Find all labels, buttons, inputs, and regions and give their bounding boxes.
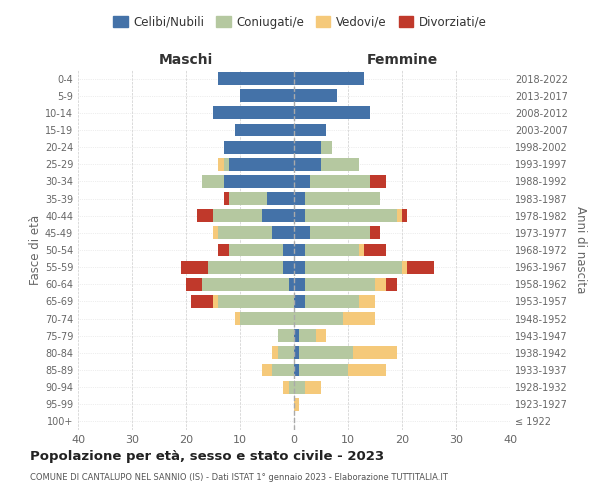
Bar	[283, 244, 294, 256]
Bar	[294, 260, 305, 274]
Bar	[283, 260, 294, 274]
Bar	[186, 278, 202, 290]
Bar	[316, 330, 326, 342]
Bar	[305, 210, 397, 222]
Bar	[305, 192, 380, 205]
Bar	[294, 192, 305, 205]
Bar	[218, 226, 272, 239]
Bar	[299, 364, 348, 376]
Bar	[224, 158, 229, 170]
Bar	[272, 346, 278, 360]
Bar	[197, 210, 213, 222]
Bar	[240, 312, 294, 325]
Bar	[272, 226, 294, 239]
Bar	[181, 260, 208, 274]
Bar	[262, 210, 294, 222]
Bar	[294, 158, 321, 170]
Bar	[305, 380, 321, 394]
Bar	[359, 244, 364, 256]
Bar	[294, 295, 305, 308]
Bar	[218, 295, 294, 308]
Bar	[224, 175, 294, 188]
Bar	[294, 90, 337, 102]
Bar	[278, 346, 294, 360]
Bar	[294, 398, 299, 410]
Text: Femmine: Femmine	[367, 52, 437, 66]
Bar	[229, 244, 283, 256]
Bar	[397, 210, 402, 222]
Bar	[218, 244, 229, 256]
Bar	[294, 278, 305, 290]
Bar	[348, 364, 386, 376]
Bar	[407, 260, 434, 274]
Bar	[218, 72, 294, 85]
Bar	[213, 295, 218, 308]
Bar	[208, 260, 283, 274]
Bar	[272, 364, 294, 376]
Bar	[289, 380, 294, 394]
Bar	[202, 175, 224, 188]
Bar	[294, 124, 326, 136]
Bar	[305, 244, 359, 256]
Bar	[224, 192, 229, 205]
Bar	[305, 295, 359, 308]
Y-axis label: Anni di nascita: Anni di nascita	[574, 206, 587, 294]
Text: Popolazione per età, sesso e stato civile - 2023: Popolazione per età, sesso e stato civil…	[30, 450, 384, 463]
Bar	[294, 346, 299, 360]
Bar	[402, 260, 407, 274]
Bar	[213, 210, 262, 222]
Bar	[299, 346, 353, 360]
Bar	[235, 124, 294, 136]
Bar	[213, 226, 218, 239]
Bar	[294, 72, 364, 85]
Bar	[289, 278, 294, 290]
Bar	[370, 226, 380, 239]
Bar	[305, 260, 402, 274]
Bar	[218, 158, 224, 170]
Bar	[213, 106, 294, 120]
Bar	[262, 364, 272, 376]
Bar	[229, 192, 267, 205]
Bar	[229, 158, 294, 170]
Bar	[202, 278, 289, 290]
Bar	[294, 106, 370, 120]
Bar	[299, 330, 316, 342]
Bar	[294, 330, 299, 342]
Bar	[370, 175, 386, 188]
Bar	[364, 244, 386, 256]
Text: Maschi: Maschi	[159, 52, 213, 66]
Bar	[310, 226, 370, 239]
Bar	[305, 278, 375, 290]
Bar	[294, 312, 343, 325]
Bar	[224, 140, 294, 153]
Bar	[191, 295, 213, 308]
Bar	[321, 140, 332, 153]
Bar	[310, 175, 370, 188]
Bar	[235, 312, 240, 325]
Bar	[294, 140, 321, 153]
Bar	[283, 380, 289, 394]
Bar	[359, 295, 375, 308]
Bar	[294, 210, 305, 222]
Bar	[294, 364, 299, 376]
Bar	[278, 330, 294, 342]
Bar	[402, 210, 407, 222]
Bar	[240, 90, 294, 102]
Y-axis label: Fasce di età: Fasce di età	[29, 215, 42, 285]
Bar	[267, 192, 294, 205]
Bar	[386, 278, 397, 290]
Bar	[343, 312, 375, 325]
Bar	[294, 380, 305, 394]
Bar	[294, 244, 305, 256]
Bar	[321, 158, 359, 170]
Bar	[294, 226, 310, 239]
Legend: Celibi/Nubili, Coniugati/e, Vedovi/e, Divorziati/e: Celibi/Nubili, Coniugati/e, Vedovi/e, Di…	[109, 11, 491, 34]
Bar	[375, 278, 386, 290]
Bar	[294, 175, 310, 188]
Bar	[353, 346, 397, 360]
Text: COMUNE DI CANTALUPO NEL SANNIO (IS) - Dati ISTAT 1° gennaio 2023 - Elaborazione : COMUNE DI CANTALUPO NEL SANNIO (IS) - Da…	[30, 472, 448, 482]
